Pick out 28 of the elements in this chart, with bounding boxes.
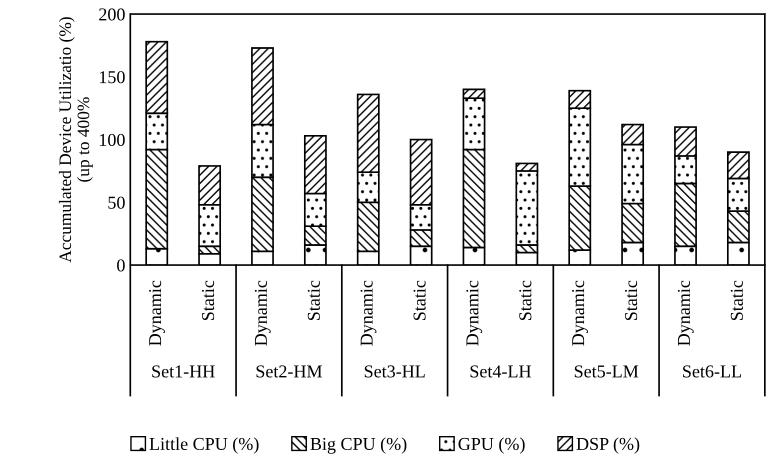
x-tick-label: Dynamic (149, 280, 165, 346)
legend-label: Little CPU (%) (150, 437, 259, 454)
x-tick-label: Dynamic (466, 280, 482, 346)
x-tick-label: Static (730, 280, 743, 320)
text: Set1-HH (152, 365, 215, 378)
x-tick-label: Dynamic (360, 280, 376, 346)
x-tick-label: Static (519, 280, 532, 320)
x-tick-label: Static (625, 280, 638, 320)
y-tick-label: 50 (108, 196, 125, 209)
text: Set3-HL (364, 365, 425, 378)
text: Set5-LM (574, 365, 638, 378)
x-tick-label: Static (202, 280, 214, 320)
y-axis-title: Accumulated Device Utilizatio (%) (up to 400% (58, 17, 93, 263)
x-tick-label: Dynamic (678, 280, 694, 346)
x-tick-label: Dynamic (254, 280, 271, 346)
legend-label: DSP (%) (576, 437, 640, 454)
y-tick-label: 100 (100, 134, 125, 146)
y-tick-label: 0 (117, 259, 125, 272)
x-tick-label: Static (308, 280, 320, 320)
text: Set6-LL (683, 365, 741, 378)
text: Set4-LH (470, 365, 532, 378)
y-tick-label: 200 (99, 8, 125, 21)
y-tick-label: 150 (100, 71, 125, 84)
legend-label: GPU (%) (458, 437, 525, 454)
legend-label: Big CPU (%) (310, 437, 406, 454)
x-tick-label: Dynamic (572, 280, 588, 346)
text: Set2-HM (256, 365, 322, 378)
x-tick-label: Static (414, 280, 426, 320)
